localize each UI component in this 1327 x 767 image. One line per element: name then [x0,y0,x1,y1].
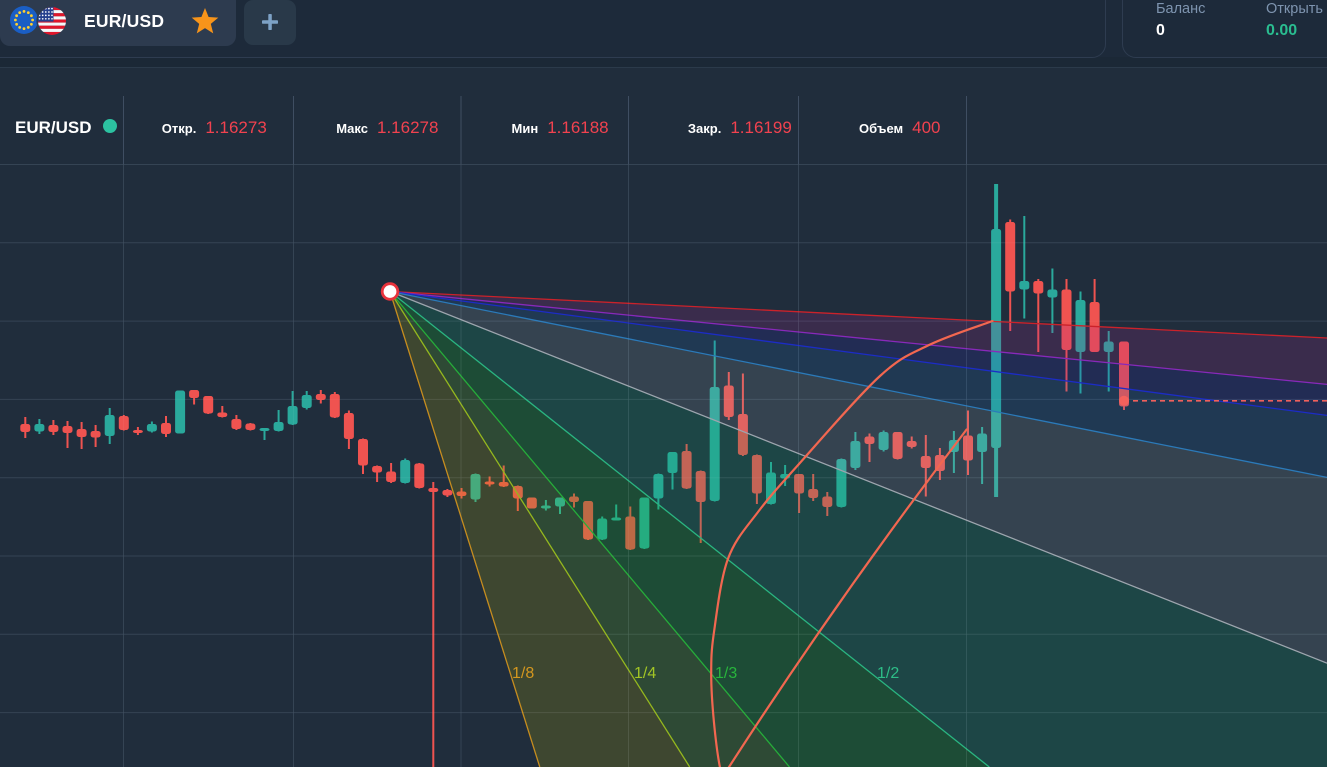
svg-text:1/3: 1/3 [715,665,737,682]
svg-text:1/8: 1/8 [512,665,534,682]
svg-text:1/4: 1/4 [634,665,656,682]
svg-text:1/2: 1/2 [877,665,899,682]
